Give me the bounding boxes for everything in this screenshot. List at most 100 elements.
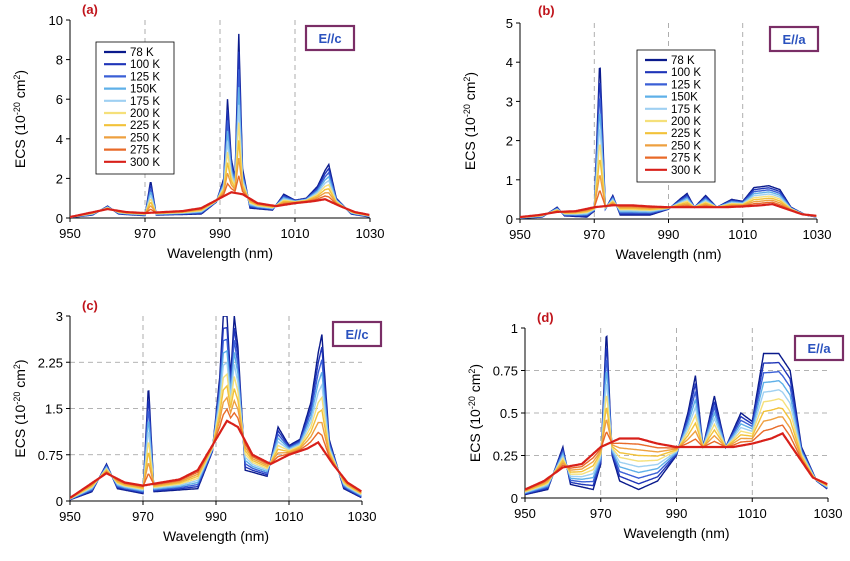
panel-b: 950 970 990 1010 1030 0 1 2 3 4 5 Wavelength (nm) EC… [462,3,831,262]
polarization-label: E//a [782,32,806,47]
series-line [525,432,828,491]
series-line [525,383,828,493]
x-tick-label: 1030 [356,226,385,241]
polarization-label: E//a [807,341,831,356]
series-line [525,371,828,494]
x-tick-label: 950 [59,226,81,241]
y-tick-label: 4 [506,55,513,70]
x-axis-title: Wavelength (nm) [615,246,721,262]
panel-c: 950 970 990 1010 1030 0 0.75 1.5 2.25 3 Wavelength… [12,298,383,544]
y-tick-label: 0 [511,491,518,506]
legend-label: 275 K [130,145,160,157]
x-tick-label: 1010 [281,226,310,241]
legend-label: 250 K [671,140,701,152]
x-tick-label: 1030 [348,509,377,524]
x-tick-label: 990 [209,226,231,241]
curves [520,67,817,219]
legend-label: 175 K [671,104,701,116]
x-tick-label: 970 [590,506,612,521]
polarization-box [768,25,820,53]
polarization-box [331,320,383,348]
x-axis-title: Wavelength (nm) [163,528,269,544]
x-axis-title: Wavelength (nm) [623,525,729,541]
y-tick-label: 2 [56,171,63,186]
y-tick-label: 10 [49,13,63,28]
x-tick-label: 990 [205,509,227,524]
x-tick-label: 970 [583,227,605,242]
legend-label: 300 K [671,165,701,177]
legend-label: 100 K [671,67,701,79]
series-line [525,416,828,492]
series-line [70,419,362,499]
polarization-box [304,24,356,52]
series-line [525,407,828,492]
curves [525,335,828,496]
polarization-label: E//c [345,327,368,342]
y-tick-label: 0.25 [493,449,518,464]
y-axis-title: ECS (10-20 cm2) [467,364,483,462]
y-tick-label: 5 [506,16,513,31]
x-tick-label: 950 [59,509,81,524]
series-line [520,202,817,219]
x-tick-label: 1010 [738,506,767,521]
panel-d: 950 970 990 1010 1030 0 0.25 0.5 0.75 1 Wavelength… [467,310,845,541]
legend-label: 300 K [130,157,160,169]
panel-label: (b) [538,3,555,18]
series-line [525,359,828,495]
y-axis-title: ECS (10-20 cm2) [12,70,28,168]
series-line [525,347,828,495]
curves [70,316,362,501]
x-axis-title: Wavelength (nm) [167,245,273,261]
panel-label: (a) [82,2,98,17]
y-tick-label: 0 [56,211,63,226]
y-axis-title: ECS (10-20 cm2) [12,359,28,457]
y-tick-label: 8 [56,53,63,68]
polarization-box [793,334,845,362]
legend-label: 225 K [130,120,160,132]
legend-label: 125 K [671,79,701,91]
legend-label: 150K [671,92,698,104]
series-line [70,395,362,499]
legend-label: 125 K [130,71,160,83]
y-tick-label: 2 [506,134,513,149]
legend-label: 100 K [130,59,160,71]
panel-label: (d) [537,310,554,325]
x-tick-label: 1030 [803,227,832,242]
x-tick-label: 970 [134,226,156,241]
y-tick-label: 0 [56,494,63,509]
panel-a: 950 970 990 1010 1030 0 2 4 6 8 10 Wavelength (nm) E… [12,2,384,261]
y-tick-label: 0.75 [38,448,63,463]
y-tick-label: 3 [506,94,513,109]
y-tick-label: 0.75 [493,364,518,379]
x-tick-label: 1010 [275,509,304,524]
legend-label: 275 K [671,153,701,165]
legend-label: 150K [130,84,157,96]
legend-label: 250 K [130,132,160,144]
x-tick-label: 950 [509,227,531,242]
legend-label: 78 K [671,55,695,67]
x-tick-label: 950 [514,506,536,521]
y-tick-label: 1 [506,173,513,188]
series-line [70,191,370,218]
x-tick-label: 970 [132,509,154,524]
legend-label: 175 K [130,96,160,108]
x-tick-label: 1030 [814,506,843,521]
y-axis-title: ECS (10-20 cm2) [462,72,478,170]
x-tick-label: 990 [658,227,680,242]
y-tick-label: 6 [56,92,63,107]
legend-label: 200 K [130,108,160,120]
y-tick-label: 2.25 [38,355,63,370]
y-tick-label: 4 [56,132,63,147]
series-line [525,395,828,493]
polarization-label: E//c [318,31,341,46]
x-tick-label: 990 [666,506,688,521]
x-tick-label: 1010 [728,227,757,242]
y-tick-label: 1 [511,321,518,336]
y-tick-label: 0 [506,212,513,227]
legend-label: 200 K [671,116,701,128]
panel-label: (c) [82,298,98,313]
y-tick-label: 0.5 [500,406,518,421]
curves [70,33,370,218]
